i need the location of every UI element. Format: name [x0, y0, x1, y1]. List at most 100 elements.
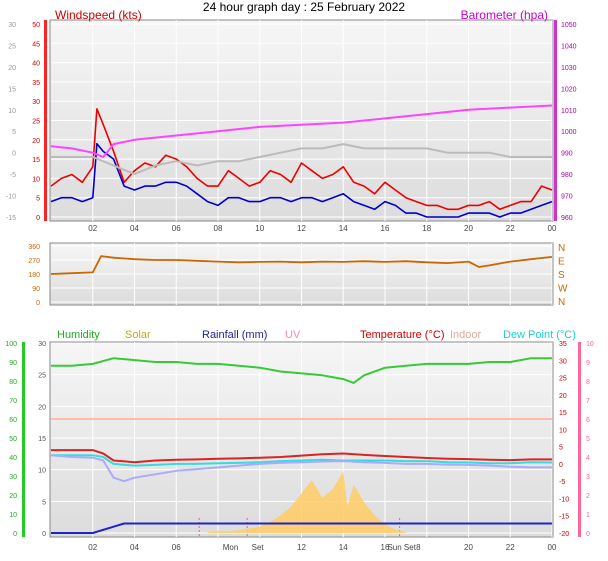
time-tick-label: 16 — [381, 543, 390, 552]
series-temperature-c- — [51, 449, 552, 464]
right-tick-label: 20 — [559, 393, 567, 400]
right-tick-label: 0 — [559, 462, 563, 469]
time-tick-label: 22 — [506, 543, 515, 552]
time-tick-label: 18 — [422, 224, 431, 233]
humidity-axis-bar — [22, 342, 25, 537]
right-tick-label: 25 — [559, 376, 567, 383]
barometer-tick-label: 1010 — [561, 108, 577, 115]
humidity-tick-label: 100 — [5, 341, 17, 348]
time-tick-label: 06 — [172, 543, 181, 552]
direction-grid — [51, 243, 553, 305]
time-tick-label: 10 — [255, 224, 264, 233]
direction-series — [50, 255, 553, 275]
humidity-tick-label: 40 — [9, 455, 17, 462]
direction-tick-label: 180 — [28, 272, 40, 279]
legend-item: Temperature (°C) — [360, 329, 444, 341]
windspeed-tick-label: 10 — [32, 176, 40, 183]
left-tick-label: 15 — [38, 436, 46, 443]
direction-tick-label: 90 — [32, 286, 40, 293]
uv-tick-label: 9 — [586, 360, 590, 367]
time-tick-label: 22 — [506, 224, 515, 233]
temperature-series — [50, 357, 553, 534]
uv-tick-label: 1 — [586, 512, 590, 519]
uv-tick-label: 4 — [586, 455, 590, 462]
time-tick-label: 14 — [339, 224, 348, 233]
time-tick-label: 20 — [464, 224, 473, 233]
humidity-tick-label: 10 — [9, 512, 17, 519]
uv-tick-label: 2 — [586, 493, 590, 500]
time-tick-label: 06 — [172, 224, 181, 233]
uv-tick-label: 3 — [586, 474, 590, 481]
barometer-tick-label: 960 — [561, 215, 573, 222]
right-tick-label: 15 — [559, 410, 567, 417]
set-event-label: Set — [252, 543, 265, 552]
series-dew-point-c- — [51, 454, 553, 467]
temperature-legend: Humidity Solar Rainfall (mm) UV Temperature … — [57, 329, 576, 341]
series-windspeed-kts- — [50, 108, 553, 211]
right-tick-label: -20 — [559, 531, 569, 538]
solar-radiation-area — [207, 471, 406, 533]
outer-tick-label: 20 — [8, 65, 16, 72]
outer-tick-label: 10 — [8, 108, 16, 115]
solar-area — [207, 471, 406, 533]
temperature-time-ticks: 02 04 06 12 14 16 20 22 00 Mon Set Sun Set 8 — [88, 543, 557, 552]
legend-item: UV — [285, 329, 301, 341]
right-tick-label: -5 — [559, 479, 565, 486]
direction-tick-label: 270 — [28, 258, 40, 265]
uv-axis-bar — [578, 342, 581, 537]
barometer-tick-label: 980 — [561, 172, 573, 179]
legend-item: Solar — [125, 329, 151, 341]
windspeed-tick-label: 5 — [36, 196, 40, 203]
barometer-ticks: 960 970 980 990 1000 1010 1020 1030 1040 1050 — [561, 22, 577, 222]
temperature-left-ticks: 0 5 10 15 20 25 30 — [38, 341, 46, 538]
legend-item: Rainfall (mm) — [202, 329, 267, 341]
windspeed-tick-label: 20 — [32, 138, 40, 145]
outer-tick-label: 30 — [8, 22, 16, 29]
left-tick-label: 20 — [38, 404, 46, 411]
windspeed-tick-label: 35 — [32, 80, 40, 87]
graph-title: 24 hour graph day : 25 February 2022 — [203, 0, 405, 14]
windspeed-tick-label: 0 — [36, 215, 40, 222]
outer-tick-label: 5 — [12, 129, 16, 136]
direction-tick-label: 360 — [28, 244, 40, 251]
time-tick-label: 02 — [88, 543, 97, 552]
windspeed-axis-bar — [44, 20, 47, 221]
series-barometer-hpa- — [50, 104, 553, 158]
humidity-tick-label: 70 — [9, 398, 17, 405]
compass-label: N — [558, 243, 565, 254]
legend-item: Humidity — [57, 329, 100, 341]
series-wind-direction — [50, 255, 553, 275]
windspeed-tick-label: 40 — [32, 61, 40, 68]
windspeed-tick-label: 25 — [32, 119, 40, 126]
outer-tick-label: 0 — [12, 151, 16, 158]
left-tick-label: 30 — [38, 341, 46, 348]
series-humidity — [51, 357, 552, 384]
wind-time-ticks: 02 04 06 08 10 12 14 16 18 20 22 00 — [88, 224, 557, 233]
windspeed-ticks: 0 5 10 15 20 25 30 35 40 45 50 — [32, 22, 40, 222]
outer-tick-label: 15 — [8, 86, 16, 93]
time-tick-label: 02 — [88, 224, 97, 233]
time-tick-label: 00 — [548, 543, 557, 552]
compass-label: S — [558, 270, 565, 281]
outer-tick-label: -10 — [6, 194, 16, 201]
compass-label: W — [558, 284, 568, 295]
humidity-ticks: 0 10 20 30 40 50 60 70 80 90 100 — [5, 341, 17, 538]
compass-label: N — [558, 297, 565, 308]
series-pressure-grey- — [51, 143, 552, 176]
right-tick-label: -15 — [559, 514, 569, 521]
uv-tick-label: 0 — [586, 531, 590, 538]
right-tick-label: 30 — [559, 358, 567, 365]
legend-item: Indoor — [450, 329, 482, 341]
time-tick-label: 04 — [130, 543, 139, 552]
humidity-tick-label: 80 — [9, 379, 17, 386]
windspeed-tick-label: 50 — [32, 22, 40, 29]
time-tick-label: 04 — [130, 224, 139, 233]
time-tick-label: 08 — [214, 224, 223, 233]
time-tick-label: 00 — [548, 224, 557, 233]
humidity-tick-label: 50 — [9, 436, 17, 443]
temperature-right-ticks: -20 -15 -10 -5 0 5 10 15 20 25 30 35 — [559, 341, 569, 538]
uv-tick-label: 6 — [586, 417, 590, 424]
barometer-tick-label: 1000 — [561, 129, 577, 136]
wind-series — [50, 104, 553, 218]
